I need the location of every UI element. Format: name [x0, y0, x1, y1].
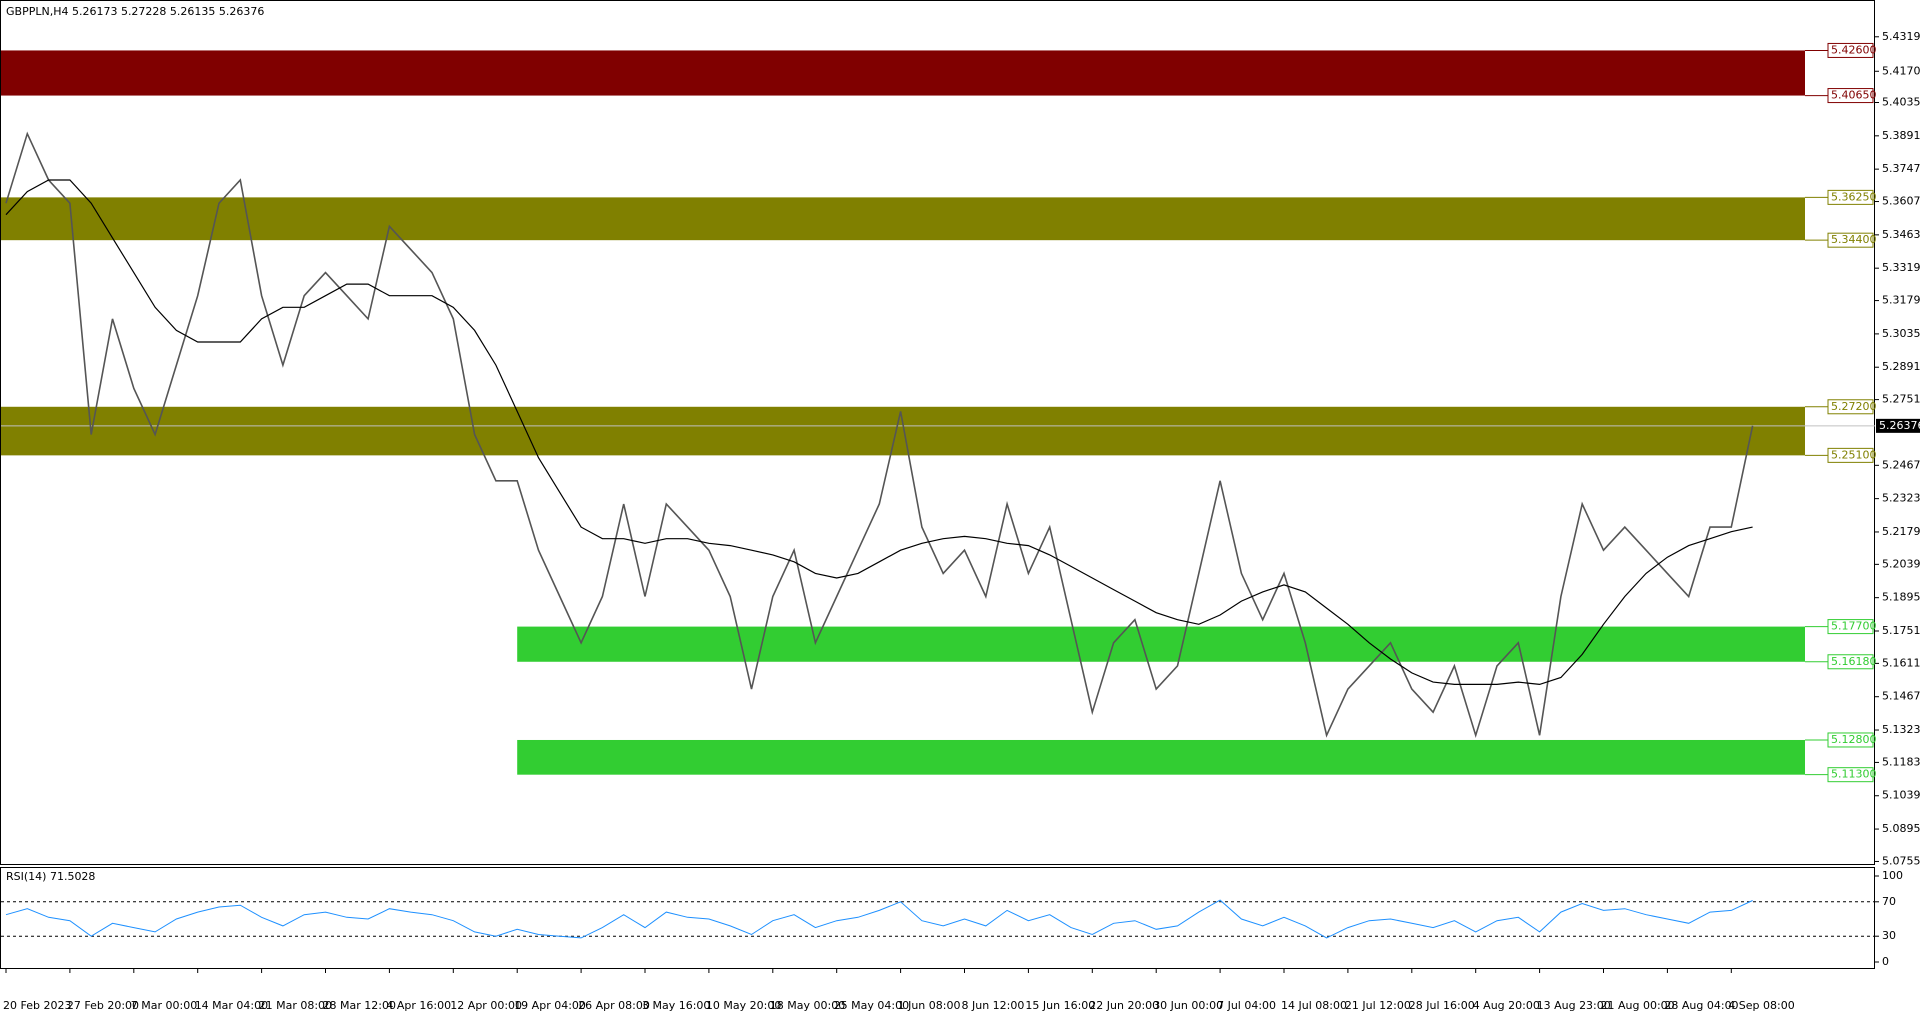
- zone: [1, 50, 1805, 96]
- y-tick-label: 0: [1882, 955, 1889, 968]
- x-tick-label: 30 Jun 00:00: [1153, 999, 1223, 1012]
- zone-label: 5.36250: [1831, 190, 1877, 203]
- zone-label-box: [1827, 619, 1874, 635]
- y-tick-label: 5.08950: [1882, 822, 1920, 835]
- y-tick-label: 5.24670: [1882, 458, 1920, 471]
- rsi-line: [5, 899, 1753, 939]
- zone-label-box: [1827, 654, 1874, 670]
- x-tick-label: 27 Feb 20:00: [67, 999, 139, 1012]
- x-tick-label: 7 Jul 04:00: [1217, 999, 1276, 1012]
- x-tick-label: 22 Jun 20:00: [1089, 999, 1159, 1012]
- y-tick-label: 30: [1882, 929, 1896, 942]
- zone: [517, 739, 1806, 775]
- y-tick-label: 5.30350: [1882, 327, 1920, 340]
- zone-label-box: [1827, 732, 1874, 748]
- x-tick-label: 26 Apr 08:00: [578, 999, 650, 1012]
- y-tick-label: 5.36070: [1882, 195, 1920, 208]
- y-tick-label: 5.38910: [1882, 129, 1920, 142]
- zone-label: 5.11300: [1831, 768, 1877, 781]
- y-tick-label: 5.23230: [1882, 492, 1920, 505]
- x-tick-label: 4 Sep 08:00: [1728, 999, 1794, 1012]
- x-tick-label: 3 May 16:00: [642, 999, 710, 1012]
- y-tick-label: 5.07550: [1882, 854, 1920, 867]
- zone-label: 5.25100: [1831, 448, 1877, 461]
- x-tick-label: 28 Aug 04:00: [1664, 999, 1738, 1012]
- y-tick-label: 5.13230: [1882, 723, 1920, 736]
- zone-label: 5.42600: [1831, 43, 1877, 56]
- y-tick-label: 70: [1882, 895, 1896, 908]
- zone-label-box: [1827, 447, 1874, 463]
- last-price-box: [1876, 418, 1920, 433]
- zone-label-box: [1827, 232, 1874, 248]
- zone: [1, 197, 1805, 241]
- price-line: [5, 131, 1754, 739]
- y-tick-label: 5.10390: [1882, 789, 1920, 802]
- x-tick-label: 1 Jun 08:00: [898, 999, 961, 1012]
- x-tick-label: 12 Apr 00:00: [450, 999, 522, 1012]
- x-tick-label: 19 Apr 04:00: [514, 999, 586, 1012]
- x-tick-label: 21 Mar 08:00: [259, 999, 332, 1012]
- x-tick-label: 28 Mar 12:00: [323, 999, 396, 1012]
- x-tick-label: 7 Mar 00:00: [131, 999, 197, 1012]
- rsi-title: RSI(14) 71.5028: [6, 870, 95, 883]
- zone-label: 5.27200: [1831, 400, 1877, 413]
- y-tick-label: 5.41700: [1882, 64, 1920, 77]
- zone-label: 5.34400: [1831, 233, 1877, 246]
- zone: [517, 626, 1806, 662]
- zone-label: 5.17700: [1831, 620, 1877, 633]
- y-tick-label: 5.28910: [1882, 360, 1920, 373]
- y-tick-label: 5.16110: [1882, 656, 1920, 669]
- last-price-label: 5.26376: [1879, 419, 1920, 432]
- x-tick-label: 28 Jul 16:00: [1409, 999, 1475, 1012]
- y-tick-label: 5.17510: [1882, 624, 1920, 637]
- y-tick-label: 5.27510: [1882, 393, 1920, 406]
- x-tick-label: 20 Feb 2023: [3, 999, 71, 1012]
- y-tick-label: 5.20390: [1882, 557, 1920, 570]
- x-tick-label: 8 Jun 12:00: [962, 999, 1025, 1012]
- x-tick-label: 4 Apr 16:00: [386, 999, 451, 1012]
- y-tick-label: 100: [1882, 869, 1903, 882]
- y-tick-label: 5.33190: [1882, 261, 1920, 274]
- zone: [1, 406, 1805, 456]
- rsi-pane: [0, 867, 1875, 969]
- y-tick-label: 5.43190: [1882, 30, 1920, 43]
- y-tick-label: 5.40350: [1882, 96, 1920, 109]
- x-tick-label: 18 May 00:00: [770, 999, 845, 1012]
- x-tick-label: 14 Jul 08:00: [1281, 999, 1347, 1012]
- zone-label-box: [1827, 399, 1874, 415]
- x-tick-label: 14 Mar 04:00: [195, 999, 268, 1012]
- zone-label-box: [1827, 88, 1874, 104]
- x-tick-label: 21 Jul 12:00: [1345, 999, 1411, 1012]
- x-tick-label: 15 Jun 16:00: [1025, 999, 1095, 1012]
- zone-label-box: [1827, 42, 1874, 58]
- x-tick-label: 21 Aug 00:00: [1601, 999, 1675, 1012]
- x-tick-label: 4 Aug 20:00: [1473, 999, 1540, 1012]
- x-tick-label: 13 Aug 23:00: [1537, 999, 1611, 1012]
- x-tick-label: 25 May 04:00: [834, 999, 909, 1012]
- y-tick-label: 5.37470: [1882, 162, 1920, 175]
- zone-label: 5.16180: [1831, 655, 1877, 668]
- zone-label: 5.40650: [1831, 89, 1877, 102]
- zone-label: 5.12800: [1831, 733, 1877, 746]
- ma-line: [5, 179, 1753, 686]
- y-tick-label: 5.11830: [1882, 755, 1920, 768]
- y-tick-label: 5.21790: [1882, 525, 1920, 538]
- zone-label-box: [1827, 767, 1874, 783]
- y-tick-label: 5.31790: [1882, 294, 1920, 307]
- symbol-header: GBPPLN,H4 5.26173 5.27228 5.26135 5.2637…: [6, 5, 264, 18]
- main-pane: [0, 0, 1875, 865]
- y-tick-label: 5.34630: [1882, 228, 1920, 241]
- x-tick-label: 10 May 20:00: [706, 999, 781, 1012]
- y-tick-label: 5.14670: [1882, 690, 1920, 703]
- zone-label-box: [1827, 189, 1874, 205]
- y-tick-label: 5.18950: [1882, 591, 1920, 604]
